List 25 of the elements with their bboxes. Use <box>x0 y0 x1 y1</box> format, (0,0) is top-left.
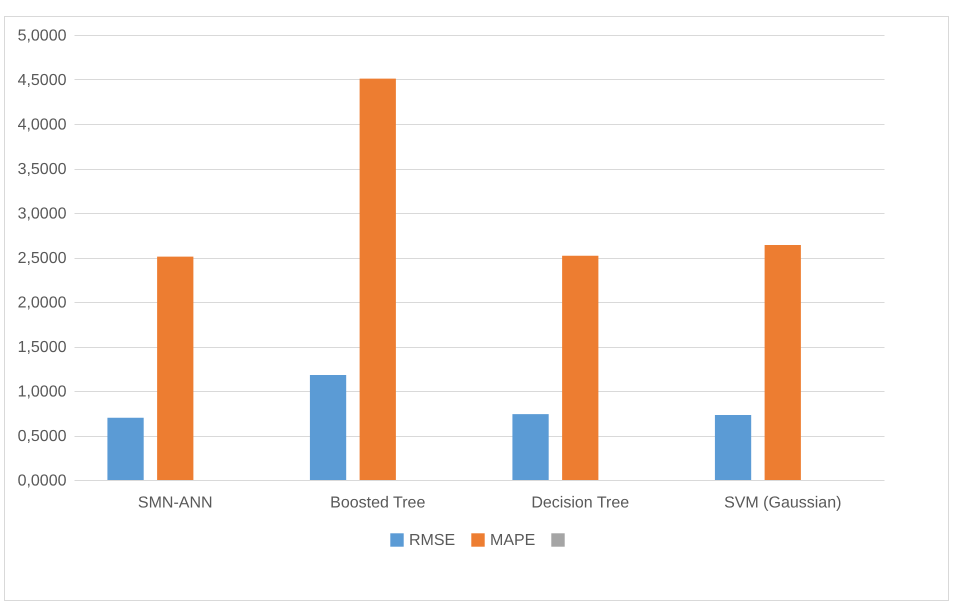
bar <box>714 415 752 480</box>
legend-label: RMSE <box>409 532 456 549</box>
bar <box>562 256 598 480</box>
y-tick-label: 3,5000 <box>18 161 67 178</box>
bar <box>157 256 194 480</box>
y-tick-label: 1,5000 <box>18 339 67 356</box>
y-tick-label: 0,0000 <box>18 472 67 490</box>
bar <box>512 414 549 480</box>
legend-label: MAPE <box>490 532 536 549</box>
bar <box>107 418 144 480</box>
y-tick-label: 4,5000 <box>18 72 67 89</box>
y-tick-label: 3,0000 <box>18 206 67 222</box>
bar <box>764 245 801 480</box>
bar <box>310 374 346 480</box>
x-tick-label: Boosted Tree <box>330 494 426 512</box>
y-tick-label: 2,5000 <box>18 250 67 267</box>
x-tick-label: SMN-ANN <box>138 494 213 512</box>
x-tick-label: Decision Tree <box>531 494 630 512</box>
bar <box>360 78 396 480</box>
y-tick-label: 4,0000 <box>18 116 67 134</box>
y-tick-label: 2,0000 <box>18 294 67 312</box>
y-tick-label: 1,0000 <box>18 384 67 400</box>
x-tick-label: SVM (Gaussian) <box>724 494 842 512</box>
y-tick-label: 5,0000 <box>18 28 67 44</box>
y-tick-label: 0,5000 <box>18 428 67 445</box>
